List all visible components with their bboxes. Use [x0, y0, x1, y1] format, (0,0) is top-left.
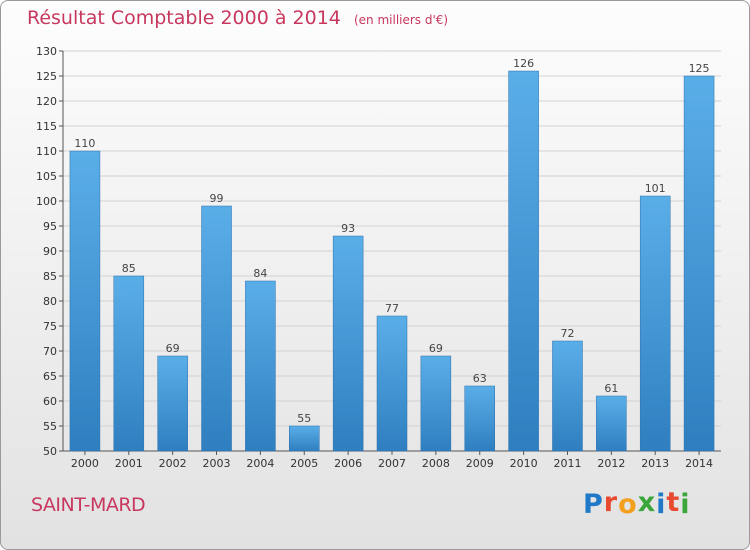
bar-2005	[289, 425, 320, 452]
bar-2011	[552, 340, 583, 452]
y-tick-label: 95	[43, 220, 57, 233]
x-tick-label-2007: 2007	[378, 457, 406, 470]
value-label-2009: 63	[473, 372, 487, 385]
logo-letter: i	[656, 489, 667, 520]
bar-2006	[332, 235, 364, 452]
value-label-2007: 77	[385, 302, 399, 315]
x-tick-label-2004: 2004	[246, 457, 274, 470]
x-tick-label-2013: 2013	[641, 457, 669, 470]
chart-title: Résultat Comptable 2000 à 2014 (en milli…	[27, 7, 448, 29]
value-label-2005: 55	[297, 412, 311, 425]
value-label-2010: 126	[513, 57, 534, 70]
value-label-2014: 125	[689, 62, 710, 75]
value-label-2013: 101	[645, 182, 666, 195]
x-tick-label-2002: 2002	[159, 457, 187, 470]
value-label-2001: 85	[122, 262, 136, 275]
value-label-2008: 69	[429, 342, 443, 355]
value-label-2002: 69	[166, 342, 180, 355]
logo-letter: t	[666, 487, 681, 518]
y-tick-label: 85	[43, 270, 57, 283]
y-tick-label: 100	[36, 195, 57, 208]
value-label-2000: 110	[74, 137, 95, 150]
value-label-2004: 84	[253, 267, 267, 280]
y-tick-label: 50	[43, 445, 57, 458]
bar-2014	[683, 75, 715, 452]
commune-name: SAINT-MARD	[31, 494, 146, 516]
bar-2007	[376, 315, 408, 452]
title-subtitle: (en milliers d'€)	[353, 13, 449, 27]
x-tick-label-2010: 2010	[510, 457, 538, 470]
y-tick-label: 90	[43, 245, 57, 258]
x-tick-label-2009: 2009	[466, 457, 494, 470]
y-tick-label: 130	[36, 45, 57, 58]
bar-2013	[639, 195, 671, 452]
x-tick-label-2008: 2008	[422, 457, 450, 470]
x-tick-labels: 2000 2001 2002 2003 2004 2005 2006 2007 2008 2009…	[71, 451, 713, 470]
bar-2009	[464, 385, 495, 452]
value-label-2003: 99	[210, 192, 224, 205]
x-tick-label-2001: 2001	[115, 457, 143, 470]
bar-2000	[69, 150, 101, 452]
y-tick-label: 70	[43, 345, 57, 358]
x-tick-label-2006: 2006	[334, 457, 362, 470]
value-label-2012: 61	[604, 382, 618, 395]
bar-2003	[201, 205, 232, 452]
x-tick-label-2014: 2014	[685, 457, 713, 470]
logo-letter: P	[583, 489, 604, 520]
bar-2010	[508, 70, 539, 452]
y-tick-label: 75	[43, 320, 57, 333]
logo-letter: o	[618, 489, 638, 520]
bar-2002	[157, 355, 188, 452]
title-main: Résultat Comptable 2000 à 2014	[27, 7, 341, 29]
bar-2004	[245, 280, 276, 452]
x-tick-label-2005: 2005	[290, 457, 318, 470]
value-label-2011: 72	[560, 327, 574, 340]
y-tick-label: 80	[43, 295, 57, 308]
proxiti-logo[interactable]: Proxiti	[583, 487, 691, 520]
y-tick-label: 110	[36, 145, 57, 158]
y-tick-label: 120	[36, 95, 57, 108]
logo-letter: r	[603, 487, 619, 518]
x-tick-label-2011: 2011	[553, 457, 581, 470]
value-label-2006: 93	[341, 222, 355, 235]
y-tick-label: 65	[43, 370, 57, 383]
bar-2012	[596, 395, 627, 452]
logo-letter: x	[637, 487, 657, 518]
bar-2001	[113, 275, 145, 452]
y-tick-label: 115	[36, 120, 57, 133]
x-tick-label-2000: 2000	[71, 457, 99, 470]
logo-letter: i	[680, 489, 691, 520]
x-tick-label-2012: 2012	[597, 457, 625, 470]
bar-2008	[420, 355, 452, 452]
y-tick-label: 105	[36, 170, 57, 183]
y-tick-labels: 50 55 60 65 70 75 80 85 90 95 100 105 110 115 120 125 13…	[36, 45, 57, 458]
y-tick-label: 60	[43, 395, 57, 408]
x-tick-label-2003: 2003	[203, 457, 231, 470]
y-tick-label: 125	[36, 70, 57, 83]
y-tick-label: 55	[43, 420, 57, 433]
bars: 110 85 69 99 84 55 93 77 69 63 126 72 61 101 125	[69, 57, 715, 452]
